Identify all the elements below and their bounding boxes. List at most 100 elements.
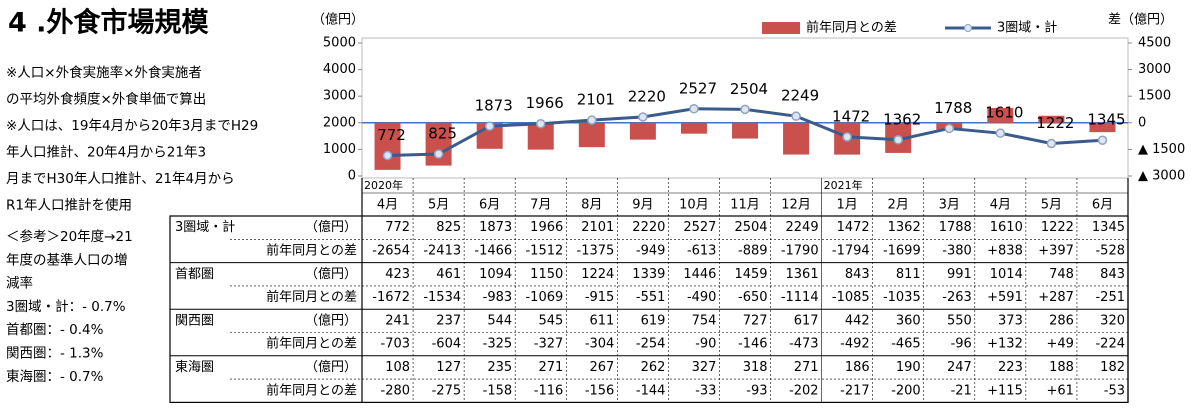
table-cell: 1362 — [888, 220, 921, 235]
table-cell: -1672 — [372, 290, 410, 305]
line-marker — [587, 115, 597, 125]
table-cell: -224 — [1095, 337, 1125, 352]
table-cell: 271 — [794, 360, 819, 375]
y-tick-label: 4000 — [323, 62, 356, 77]
x-tick-label: 4月 — [377, 198, 398, 213]
table-cell: -1375 — [577, 243, 615, 258]
table-cell: -146 — [738, 337, 768, 352]
note: ＜参考＞20年度→21 — [6, 228, 133, 245]
bar — [1089, 122, 1116, 133]
table-cell: -949 — [636, 243, 666, 258]
bar — [732, 122, 758, 139]
x-tick-label: 7月 — [530, 198, 551, 213]
data-label: 825 — [428, 125, 457, 143]
table-cell: -1699 — [883, 243, 921, 258]
table-cell: -327 — [534, 337, 564, 352]
table-cell: -604 — [432, 337, 462, 352]
legend-swatch — [762, 22, 800, 34]
row-unit: （億円） — [305, 266, 357, 282]
bar — [578, 122, 605, 148]
note: 減率 — [6, 275, 33, 292]
x-tick-label: 4月 — [990, 198, 1011, 213]
table-cell: -528 — [1095, 243, 1125, 258]
table-cell: 237 — [436, 313, 461, 328]
y-tick-label: 5000 — [323, 36, 356, 51]
table-cell: 247 — [947, 360, 972, 375]
note: 月までH30年人口推計、21年4月から — [6, 171, 235, 187]
table-cell: -53 — [1104, 383, 1125, 398]
table-cell: 1873 — [479, 220, 512, 235]
data-label: 1610 — [985, 104, 1023, 122]
table-cell: -1114 — [781, 290, 819, 305]
table-cell: 1094 — [479, 267, 512, 282]
table-cell: -202 — [789, 383, 819, 398]
table-cell: 545 — [538, 313, 563, 328]
table-cell: -251 — [1095, 290, 1125, 305]
bar — [680, 122, 707, 134]
table-cell: 223 — [998, 360, 1023, 375]
table-cell: 1788 — [939, 220, 972, 235]
line-marker — [842, 132, 852, 142]
table-cell: 772 — [385, 220, 410, 235]
line-marker — [433, 149, 444, 159]
table-cell: 188 — [1049, 360, 1074, 375]
data-label: 1788 — [934, 99, 972, 117]
x-tick-label: 9月 — [632, 198, 653, 213]
plot-frame — [361, 37, 1129, 179]
table-cell: 550 — [947, 313, 972, 328]
note: ※人口×外食実施率×外食実施者 — [6, 64, 202, 81]
table-cell: +132 — [987, 337, 1023, 352]
table-cell: 843 — [845, 267, 870, 282]
table-cell: -1085 — [832, 290, 870, 305]
table-cell: 544 — [487, 313, 512, 328]
table-cell: -96 — [951, 337, 972, 352]
note: R1年人口推計を使用 — [6, 197, 132, 214]
line-marker — [1097, 135, 1108, 145]
y2-tick-label: 1500 — [1138, 89, 1171, 104]
y2-tick-label: 3000 — [1138, 62, 1171, 77]
table-cell: +838 — [987, 243, 1023, 258]
table-cell: 1222 — [1041, 220, 1074, 235]
line-marker — [484, 121, 495, 131]
note: 年人口推計、20年4月から21年3 — [6, 145, 206, 161]
table-cell: 1361 — [786, 267, 819, 282]
y-tick-label: 2000 — [323, 115, 356, 130]
note: 東海圏：- 0.7% — [6, 369, 104, 385]
table-cell: -703 — [381, 337, 411, 352]
line-marker — [689, 104, 699, 114]
table-cell: 1966 — [530, 220, 563, 235]
data-label: 2101 — [577, 91, 615, 109]
line-marker — [535, 118, 546, 129]
data-label: 1222 — [1036, 114, 1074, 132]
table-cell: 1472 — [837, 220, 870, 235]
table-cell: -263 — [942, 290, 972, 305]
legend-marker — [964, 24, 972, 32]
y-tick-label: 0 — [348, 169, 356, 184]
table-cell: 1446 — [683, 267, 716, 282]
table-cell: -275 — [432, 383, 462, 398]
data-label: 772 — [377, 126, 406, 144]
table-cell: -93 — [746, 383, 767, 398]
x-tick-label: 6月 — [479, 198, 500, 213]
y2-tick-label: 4500 — [1138, 36, 1171, 51]
table-cell: -90 — [695, 337, 716, 352]
data-label: 2249 — [781, 87, 819, 105]
row-label: 首都圏 — [175, 267, 214, 282]
row-label: 前年同月との差 — [266, 242, 357, 258]
table-cell: 1459 — [734, 267, 767, 282]
y-tick-label: 1000 — [323, 142, 356, 157]
table-cell: -200 — [891, 383, 921, 398]
table-cell: 327 — [692, 360, 717, 375]
bar — [629, 122, 656, 140]
table-cell: 267 — [590, 360, 615, 375]
table-cell: 617 — [794, 313, 819, 328]
row-label: 関西圏 — [175, 313, 214, 328]
table-cell: 1339 — [632, 267, 665, 282]
table-cell: -551 — [636, 290, 666, 305]
note: 3圏域・計：- 0.7% — [6, 299, 126, 315]
table-cell: 318 — [743, 360, 768, 375]
data-label: 1966 — [526, 94, 564, 112]
table-cell: 186 — [845, 360, 870, 375]
table-cell: -983 — [483, 290, 513, 305]
bar — [987, 107, 1014, 123]
